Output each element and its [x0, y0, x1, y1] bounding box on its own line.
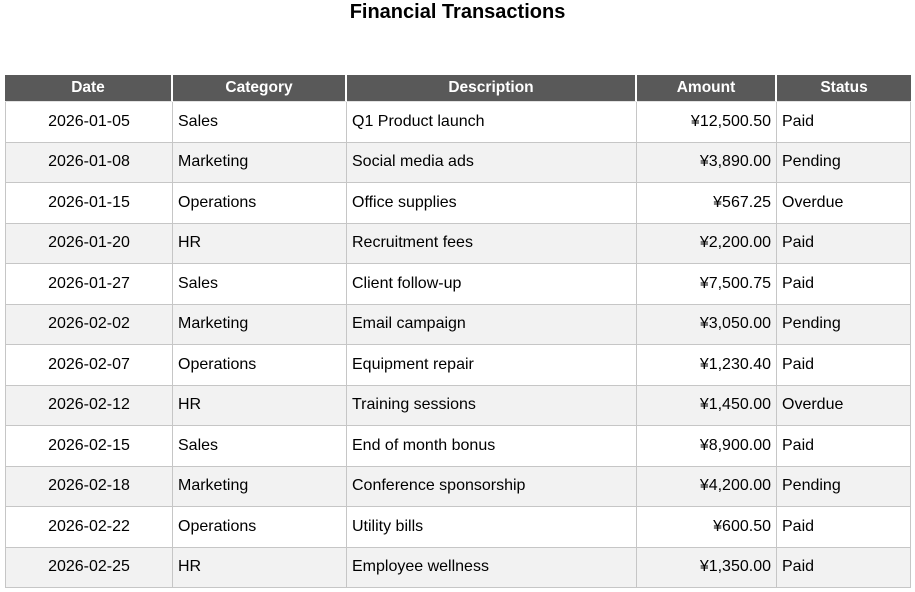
- cell-description: Q1 Product launch: [347, 102, 637, 143]
- cell-date: 2026-02-07: [5, 345, 173, 386]
- table-row: 2026-02-25 HR Employee wellness ¥1,350.00 Pa…: [5, 547, 911, 588]
- cell-description: Training sessions: [347, 385, 637, 426]
- cell-date: 2026-02-25: [5, 547, 173, 588]
- cell-amount: ¥3,050.00: [637, 304, 777, 345]
- cell-category: Operations: [173, 345, 347, 386]
- table-row: 2026-01-05 Sales Q1 Product launch ¥12,500.…: [5, 102, 911, 143]
- cell-category: Marketing: [173, 142, 347, 183]
- column-header-description: Description: [347, 75, 637, 102]
- cell-amount: ¥12,500.50: [637, 102, 777, 143]
- table-row: 2026-02-12 HR Training sessions ¥1,450.00 Ov…: [5, 385, 911, 426]
- cell-description: Recruitment fees: [347, 223, 637, 264]
- cell-status: Paid: [777, 264, 911, 305]
- cell-description: Employee wellness: [347, 547, 637, 588]
- cell-amount: ¥1,350.00: [637, 547, 777, 588]
- cell-date: 2026-02-12: [5, 385, 173, 426]
- cell-status: Pending: [777, 142, 911, 183]
- cell-category: Sales: [173, 426, 347, 467]
- cell-category: HR: [173, 547, 347, 588]
- cell-amount: ¥4,200.00: [637, 466, 777, 507]
- cell-amount: ¥1,450.00: [637, 385, 777, 426]
- cell-date: 2026-02-22: [5, 507, 173, 548]
- cell-category: Marketing: [173, 466, 347, 507]
- table-row: 2026-02-07 Operations Equipment repair ¥1,2…: [5, 345, 911, 386]
- table-row: 2026-02-02 Marketing Email campaign ¥3,050.…: [5, 304, 911, 345]
- column-header-status: Status: [777, 75, 911, 102]
- cell-date: 2026-01-15: [5, 183, 173, 224]
- cell-amount: ¥1,230.40: [637, 345, 777, 386]
- cell-status: Pending: [777, 466, 911, 507]
- cell-date: 2026-01-27: [5, 264, 173, 305]
- cell-date: 2026-01-05: [5, 102, 173, 143]
- cell-description: Client follow-up: [347, 264, 637, 305]
- cell-description: Social media ads: [347, 142, 637, 183]
- cell-date: 2026-01-08: [5, 142, 173, 183]
- table-row: 2026-01-08 Marketing Social media ads ¥3,89…: [5, 142, 911, 183]
- table-body: 2026-01-05 Sales Q1 Product launch ¥12,500.…: [5, 102, 911, 588]
- column-header-category: Category: [173, 75, 347, 102]
- cell-date: 2026-02-18: [5, 466, 173, 507]
- cell-status: Paid: [777, 345, 911, 386]
- cell-description: End of month bonus: [347, 426, 637, 467]
- cell-category: Sales: [173, 264, 347, 305]
- table-row: 2026-01-15 Operations Office supplies ¥567.…: [5, 183, 911, 224]
- cell-category: Sales: [173, 102, 347, 143]
- cell-amount: ¥2,200.00: [637, 223, 777, 264]
- cell-date: 2026-02-02: [5, 304, 173, 345]
- cell-date: 2026-02-15: [5, 426, 173, 467]
- cell-status: Overdue: [777, 385, 911, 426]
- table-row: 2026-02-18 Marketing Conference sponsorshi…: [5, 466, 911, 507]
- cell-amount: ¥3,890.00: [637, 142, 777, 183]
- cell-category: HR: [173, 223, 347, 264]
- cell-amount: ¥7,500.75: [637, 264, 777, 305]
- cell-category: Marketing: [173, 304, 347, 345]
- table-header: Date Category Description Amount Status: [5, 75, 911, 102]
- transactions-table: Date Category Description Amount Status 2026…: [5, 75, 911, 588]
- cell-status: Overdue: [777, 183, 911, 224]
- cell-amount: ¥600.50: [637, 507, 777, 548]
- table-header-row: Date Category Description Amount Status: [5, 75, 911, 102]
- cell-category: Operations: [173, 507, 347, 548]
- cell-description: Equipment repair: [347, 345, 637, 386]
- column-header-amount: Amount: [637, 75, 777, 102]
- cell-status: Paid: [777, 102, 911, 143]
- cell-description: Conference sponsorship: [347, 466, 637, 507]
- table-row: 2026-01-20 HR Recruitment fees ¥2,200.00 Pai…: [5, 223, 911, 264]
- column-header-date: Date: [5, 75, 173, 102]
- cell-status: Paid: [777, 507, 911, 548]
- table-row: 2026-01-27 Sales Client follow-up ¥7,500.75…: [5, 264, 911, 305]
- cell-status: Paid: [777, 426, 911, 467]
- cell-amount: ¥8,900.00: [637, 426, 777, 467]
- cell-status: Pending: [777, 304, 911, 345]
- table-row: 2026-02-22 Operations Utility bills ¥600.50…: [5, 507, 911, 548]
- cell-description: Utility bills: [347, 507, 637, 548]
- cell-date: 2026-01-20: [5, 223, 173, 264]
- cell-category: Operations: [173, 183, 347, 224]
- page-title: Financial Transactions: [349, 1, 566, 23]
- table-row: 2026-02-15 Sales End of month bonus ¥8,900.…: [5, 426, 911, 467]
- cell-category: HR: [173, 385, 347, 426]
- cell-description: Office supplies: [347, 183, 637, 224]
- cell-status: Paid: [777, 223, 911, 264]
- cell-status: Paid: [777, 547, 911, 588]
- cell-description: Email campaign: [347, 304, 637, 345]
- cell-amount: ¥567.25: [637, 183, 777, 224]
